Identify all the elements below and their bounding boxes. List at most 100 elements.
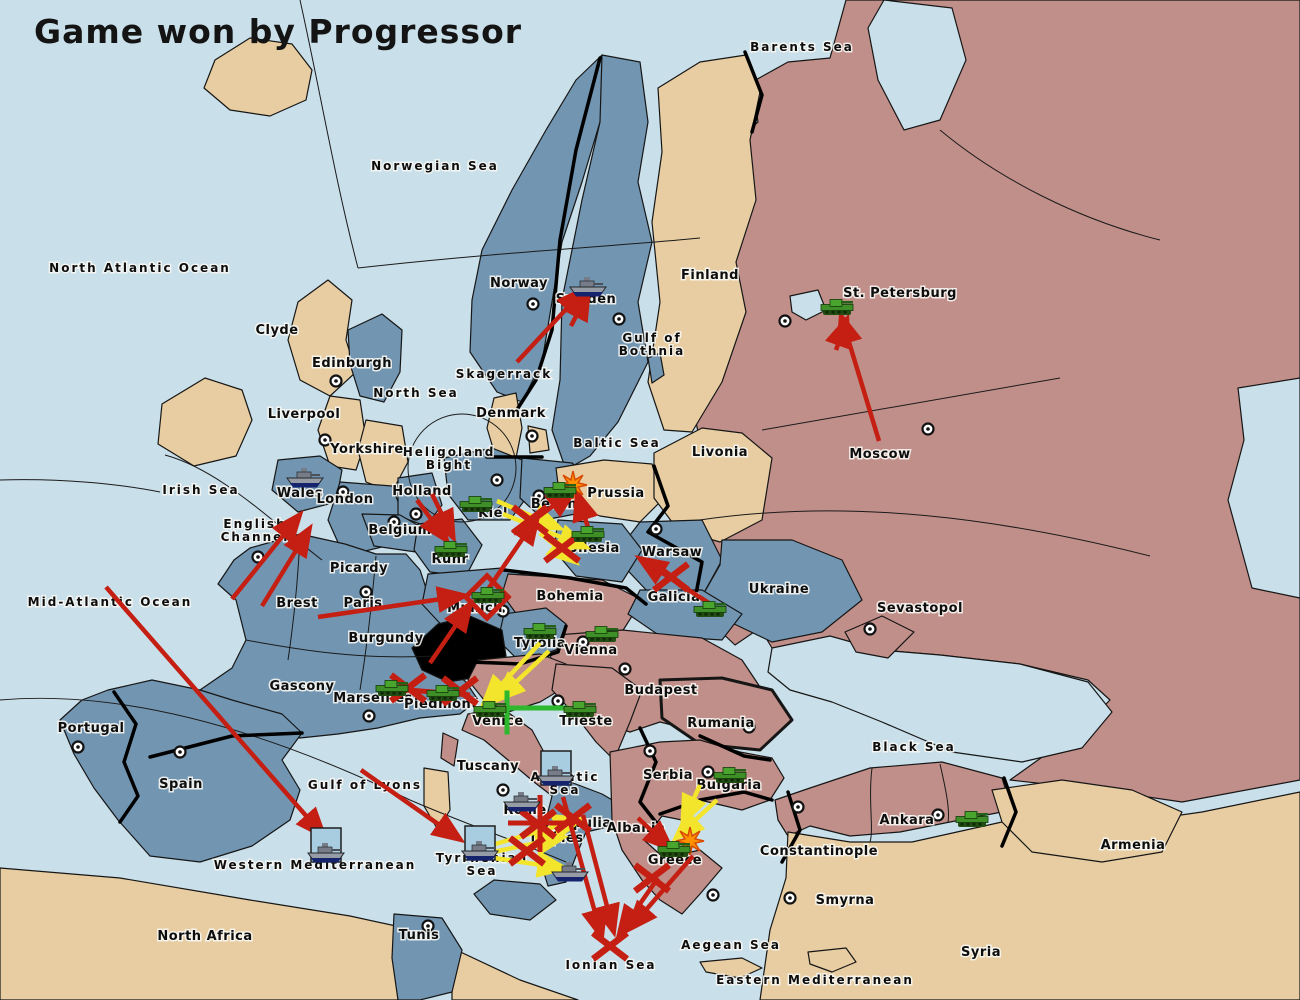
supply-center-portugal: [71, 740, 85, 754]
province-label-wales: Wales: [277, 486, 323, 501]
region-liverpool-land: [317, 395, 367, 471]
supply-center-holland: [409, 507, 423, 521]
region-sicily: [473, 879, 557, 921]
army-unit-icon: [473, 701, 507, 717]
province-label-tuscany: Tuscany: [457, 759, 519, 774]
supply-center-vienna: [576, 635, 590, 649]
province-label-tunis: Tunis: [399, 928, 440, 943]
sea-label-western-mediterranean: Western Mediterranean: [214, 858, 417, 872]
sea-label-gulf-of-bothnia: Gulf of Bothnia: [619, 331, 685, 358]
sea-label-black-sea: Black Sea: [872, 740, 956, 754]
supply-center-belgium: [387, 515, 401, 529]
supply-center-norway: [526, 297, 540, 311]
supply-center-serbia: [643, 744, 657, 758]
game-result-title: Game won by Progressor: [34, 12, 523, 51]
region-crete: [699, 957, 763, 979]
province-label-ukraine: Ukraine: [749, 582, 809, 597]
province-label-bulgaria: Bulgaria: [696, 778, 761, 793]
region-north-africa: [0, 867, 399, 1000]
province-label-brest: Brest: [276, 596, 318, 611]
fleet-unit-icon: [537, 766, 575, 786]
supply-center-budapest: [618, 662, 632, 676]
attack-order-arrow: [824, 313, 851, 351]
region-lake-ladoga: [789, 289, 827, 321]
national-border-line: [646, 464, 704, 596]
province-label-north-africa: North Africa: [157, 929, 252, 944]
fleet-unit-icon: [286, 468, 324, 488]
army-unit-icon: [426, 685, 460, 701]
sea-border-line: [0, 479, 161, 493]
army-unit-icon: [657, 841, 691, 857]
army-unit-icon: [543, 482, 577, 498]
bounce-x-marker: [508, 835, 546, 867]
province-label-finland: Finland: [681, 268, 739, 283]
supply-center-rome: [496, 783, 510, 797]
region-iceland: [203, 37, 313, 117]
province-label-galicia: Galicia: [648, 590, 701, 605]
supply-center-smyrna: [783, 891, 797, 905]
sea-label-ionian-sea: Ionian Sea: [565, 958, 656, 972]
supply-center-paris: [359, 585, 373, 599]
supply-center-london: [336, 485, 350, 499]
army-unit-icon: [523, 623, 557, 639]
province-label-bohemia: Bohemia: [536, 589, 603, 604]
supply-center-edinburgh: [329, 374, 343, 388]
attack-order-arrow: [260, 523, 313, 608]
supply-center-sevastopol: [863, 622, 877, 636]
province-label-moscow: Moscow: [849, 447, 910, 462]
sea-border-line: [939, 763, 949, 823]
sea-labels: Barents Sea Norwegian Sea North Atlantic O…: [26, 39, 956, 989]
supply-center-liverpool: [318, 433, 332, 447]
bounce-x-marker: [543, 532, 581, 564]
sea-border-line: [699, 510, 1151, 557]
army-unit-icon: [820, 299, 854, 315]
army-unit-icon: [571, 526, 605, 542]
sea-label-skagerrack: Skagerrack: [456, 367, 552, 381]
region-tunis-land: [391, 913, 463, 1000]
sea-label-eastern-mediterranean: Eastern Mediterranean: [716, 973, 914, 987]
region-caspian-sea: [1227, 377, 1300, 599]
fleet-unit-icon: [461, 841, 499, 861]
province-label-warsaw: Warsaw: [642, 545, 703, 560]
supply-center-marseilles: [362, 709, 376, 723]
bounce-x-marker: [591, 930, 629, 962]
region-rumania-land: [658, 676, 794, 752]
support-order-arrow: [493, 851, 571, 878]
attack-order-arrow: [580, 814, 620, 938]
province-label-denmark: Denmark: [476, 406, 546, 421]
attack-order-arrow: [317, 586, 471, 620]
province-label-ankara: Ankara: [880, 813, 935, 828]
supply-center-warsaw: [649, 522, 663, 536]
province-label-st-petersburg: St. Petersburg: [843, 286, 957, 301]
province-label-constantinople: Constantinople: [760, 844, 878, 859]
region-black-sea: [767, 635, 1113, 763]
province-label-gascony: Gascony: [269, 679, 334, 694]
supply-center-bulgaria: [701, 765, 715, 779]
province-label-yorkshire: Yorkshire: [329, 442, 403, 457]
supply-center-kiel: [490, 473, 504, 487]
supply-center-tunis: [421, 919, 435, 933]
sea-label-barents-sea: Barents Sea: [750, 40, 854, 54]
dislodged-unit-marker: [462, 572, 512, 622]
sea-label-english-channel: English Channel: [221, 517, 290, 544]
army-unit-icon: [585, 626, 619, 642]
province-label-portugal: Portugal: [58, 721, 125, 736]
attack-order-arrow: [359, 768, 466, 844]
supply-center-ankara: [931, 808, 945, 822]
army-unit-icon: [955, 811, 989, 827]
sea-label-aegean-sea: Aegean Sea: [681, 938, 781, 952]
attack-order-arrow: [104, 585, 328, 841]
province-label-rumania: Rumania: [687, 716, 755, 731]
sea-border-line: [869, 767, 873, 843]
attack-order-arrow: [636, 816, 676, 854]
province-label-armenia: Armenia: [1101, 838, 1166, 853]
sea-label-north-atlantic-ocean: North Atlantic Ocean: [49, 261, 231, 275]
national-border-line: [112, 690, 140, 824]
sea-label-mid-atlantic-ocean: Mid-Atlantic Ocean: [28, 595, 193, 609]
attack-order-arrow: [428, 598, 475, 665]
province-label-clyde: Clyde: [255, 323, 298, 338]
region-cyprus: [807, 947, 857, 973]
army-unit-icon: [375, 680, 409, 696]
national-border-line: [698, 734, 772, 762]
region-corsica: [440, 732, 459, 767]
